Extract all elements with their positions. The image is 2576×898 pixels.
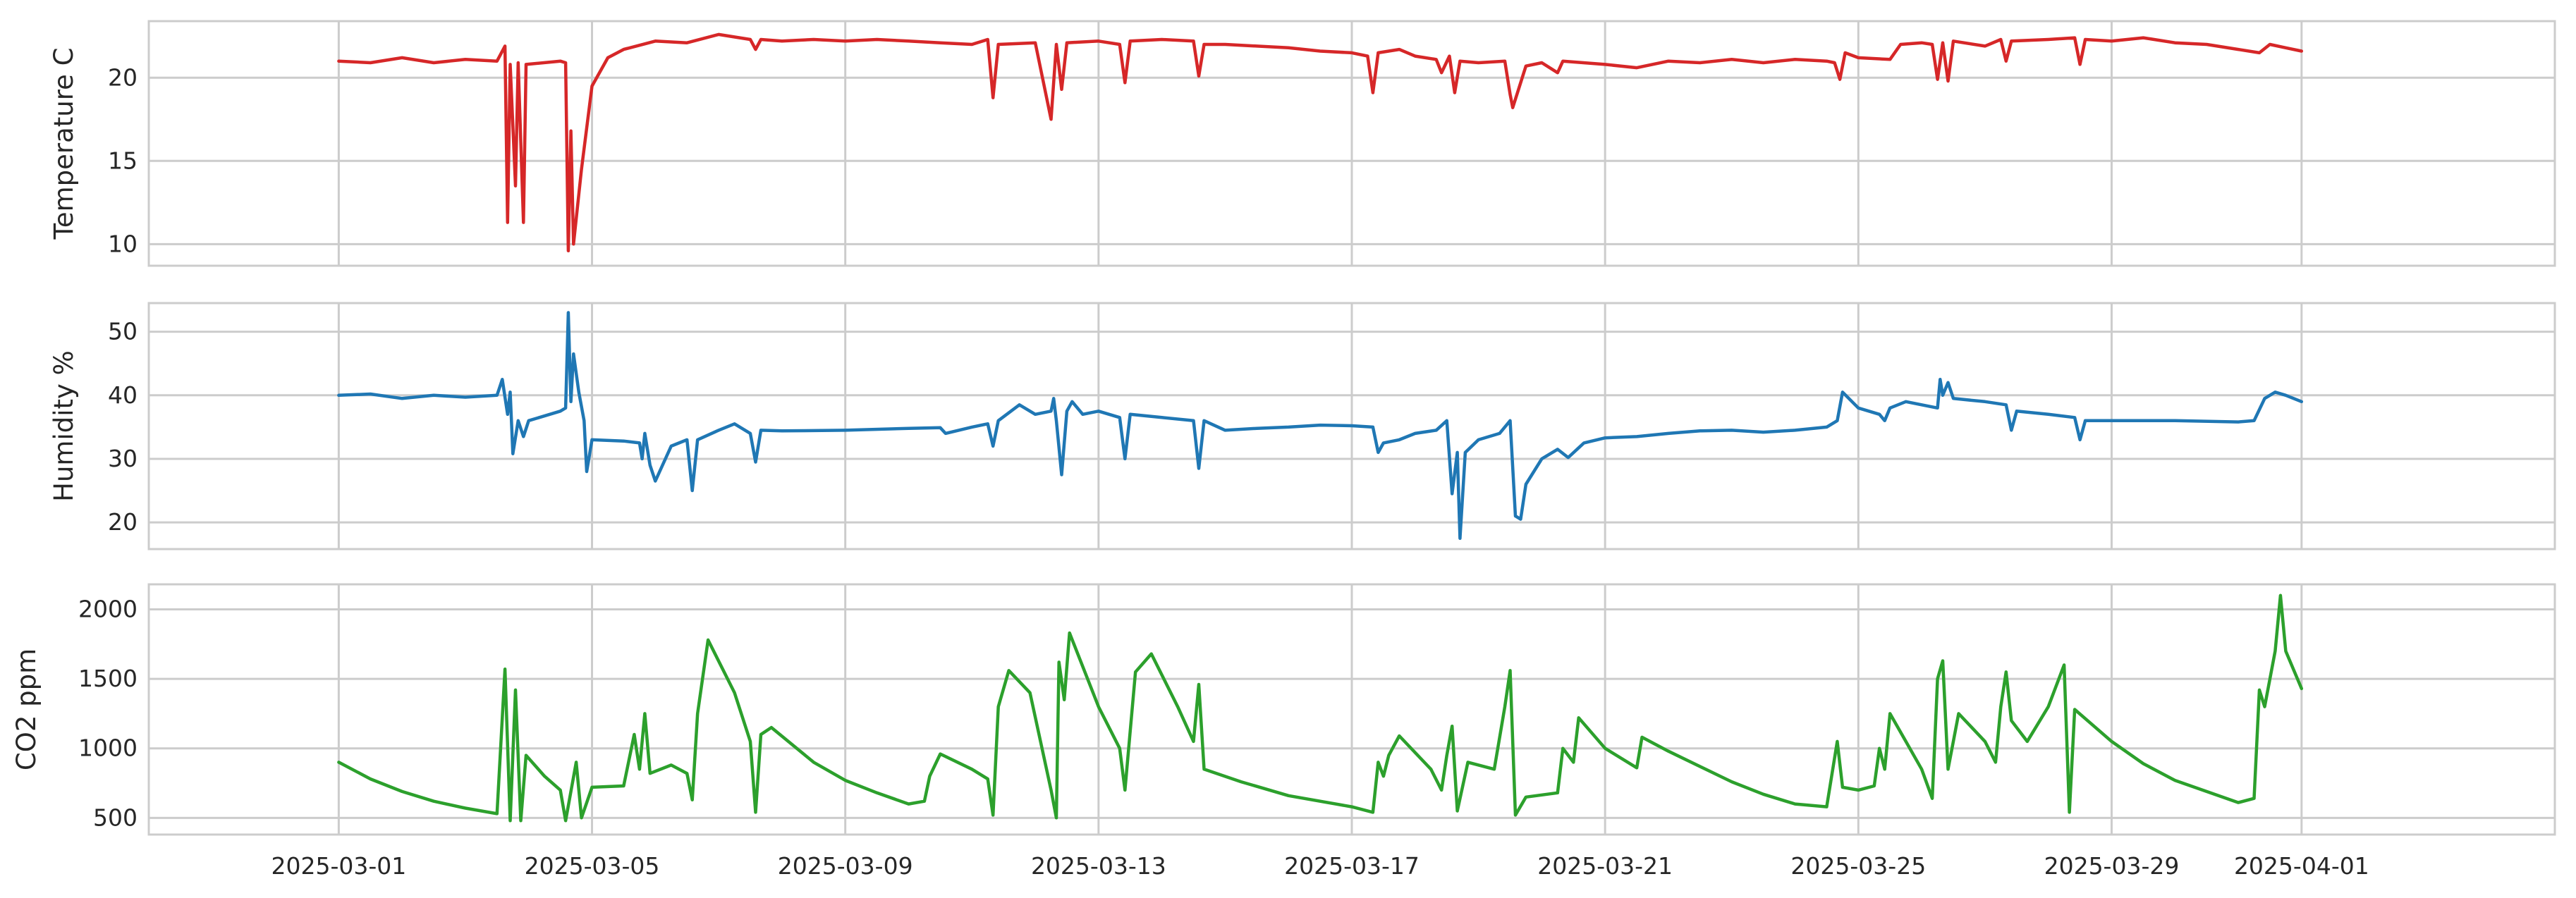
co2-panel: 500 1000 1500 2000 2025-03-01 2025-03-05 2025-… (11, 583, 2556, 880)
x-tick-label: 2025-04-01 (2234, 852, 2369, 880)
x-tick-label: 2025-03-09 (778, 852, 913, 880)
x-tick-label: 2025-03-17 (1284, 852, 1420, 880)
temperature-y-tick-label: 15 (108, 147, 138, 174)
humidity-y-tick-label: 30 (108, 445, 138, 472)
x-tick-label: 2025-03-29 (2044, 852, 2180, 880)
x-tick-label: 2025-03-25 (1790, 852, 1926, 880)
x-tick-label: 2025-03-13 (1031, 852, 1166, 880)
temperature-panel: 10 15 20 Temperature C (49, 20, 2556, 267)
temperature-series-line (337, 32, 2304, 253)
humidity-y-tick-label: 20 (108, 508, 138, 536)
co2-series-line (337, 593, 2304, 823)
x-tick-label: 2025-03-01 (271, 852, 406, 880)
co2-y-tick-label: 1500 (78, 665, 138, 692)
humidity-panel: 20 30 40 50 Humidity % (49, 302, 2556, 551)
co2-y-tick-label: 2000 (78, 596, 138, 623)
humidity-y-tick-label: 50 (108, 318, 138, 345)
x-tick-label: 2025-03-21 (1537, 852, 1673, 880)
x-tick-label: 2025-03-05 (525, 852, 660, 880)
temperature-axis-title: Temperature C (49, 48, 79, 240)
humidity-y-tick-label: 40 (108, 381, 138, 409)
temperature-y-tick-label: 20 (108, 63, 138, 91)
humidity-series-line (337, 311, 2304, 540)
co2-y-tick-label: 1000 (78, 734, 138, 762)
temperature-y-tick-label: 10 (108, 230, 138, 257)
co2-axis-title: CO2 ppm (11, 648, 42, 770)
humidity-axis-title: Humidity % (49, 350, 79, 502)
co2-y-tick-label: 500 (93, 804, 138, 831)
